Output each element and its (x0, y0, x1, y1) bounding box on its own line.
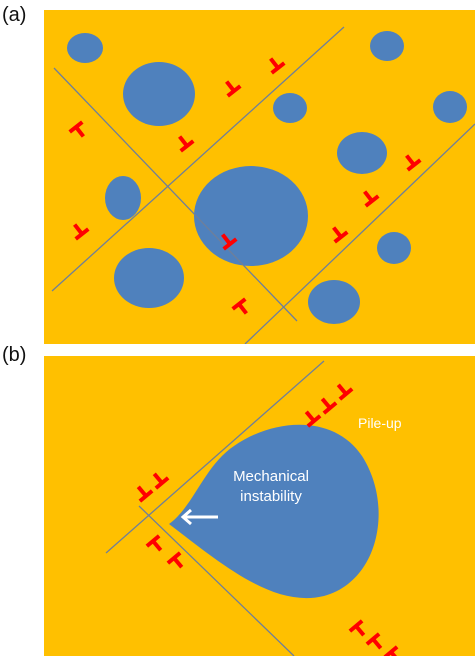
slip-lines-b (105, 360, 325, 656)
dislocation-symbol-icon (383, 645, 401, 656)
particles-a (67, 31, 467, 324)
dislocation-symbol-icon (304, 410, 322, 428)
particle (377, 232, 411, 264)
particle-instability (169, 424, 379, 599)
slip-line (138, 505, 295, 656)
slip-lines-a (51, 26, 475, 344)
dislocation-symbol-icon (73, 223, 90, 241)
instability-text-line1: Mechanical (233, 468, 309, 485)
dislocation-symbol-icon (178, 135, 195, 153)
dislocation-symbol-icon (152, 472, 170, 490)
dislocation-symbol-icon (365, 632, 383, 650)
dislocation-symbol-icon (136, 485, 154, 503)
particle (105, 176, 141, 220)
slip-line (244, 123, 475, 344)
particle (123, 62, 195, 126)
panel-a-diagram (44, 10, 475, 344)
dislocations-b (136, 383, 401, 656)
dislocation-symbol-icon (68, 120, 85, 138)
panel-b-label: (b) (2, 344, 27, 366)
particle (433, 91, 467, 123)
dislocation-symbol-icon (332, 226, 349, 244)
dislocation-symbol-icon (269, 57, 286, 75)
panel-b-diagram: Mechanical instability Pile-up (44, 356, 475, 656)
dislocation-symbol-icon (363, 190, 380, 208)
instability-text-line2: instability (240, 488, 302, 505)
particle (67, 33, 103, 63)
particle (194, 166, 308, 266)
slip-line (53, 67, 298, 322)
pileup-label: Pile-up (358, 415, 402, 431)
dislocation-symbol-icon (348, 619, 366, 637)
particle (370, 31, 404, 61)
dislocation-symbol-icon (166, 551, 184, 569)
dislocation-symbol-icon (145, 534, 163, 552)
arrow-left-icon (180, 508, 218, 526)
panel-a-label: (a) (2, 4, 27, 26)
dislocation-symbol-icon (320, 397, 338, 415)
particle (337, 132, 387, 174)
dislocation-symbol-icon (336, 383, 354, 401)
slip-line (51, 26, 345, 292)
particle (273, 93, 307, 123)
dislocation-symbol-icon (231, 297, 248, 315)
particle (114, 248, 184, 308)
dislocations-a (68, 57, 422, 315)
slip-line (105, 360, 325, 554)
dislocation-symbol-icon (405, 154, 422, 172)
particle (308, 280, 360, 324)
dislocation-symbol-icon (225, 80, 242, 98)
dislocation-symbol-icon (221, 233, 238, 251)
